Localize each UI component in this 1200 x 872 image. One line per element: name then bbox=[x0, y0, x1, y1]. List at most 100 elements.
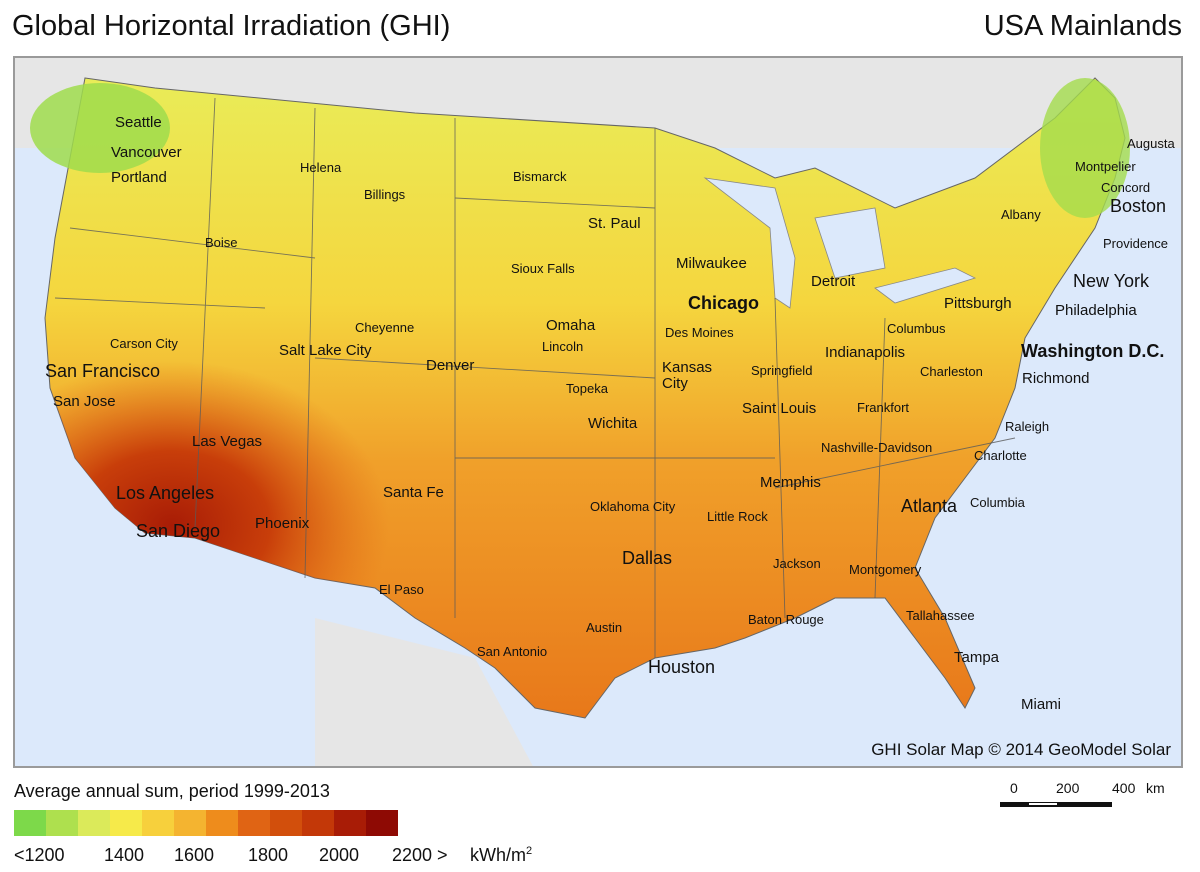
city-label: Austin bbox=[586, 620, 623, 635]
unit-label: kWh/m bbox=[470, 845, 526, 865]
city-label: Tallahassee bbox=[906, 608, 975, 623]
map-frame[interactable]: Seattle Vancouver Portland Helena Billings Bo… bbox=[13, 56, 1183, 768]
city-label: Philadelphia bbox=[1055, 302, 1137, 319]
city-label: City bbox=[662, 375, 688, 392]
city-label: Albany bbox=[1001, 207, 1041, 222]
city-label: Richmond bbox=[1022, 370, 1090, 387]
city-label: Montgomery bbox=[849, 562, 922, 577]
city-label: Boston bbox=[1110, 196, 1167, 216]
city-label: Memphis bbox=[760, 474, 821, 491]
city-label: El Paso bbox=[379, 582, 424, 597]
city-label: Denver bbox=[426, 357, 475, 374]
city-label: Bismarck bbox=[513, 169, 567, 184]
city-label: Boise bbox=[205, 235, 238, 250]
legend-swatch bbox=[174, 810, 206, 836]
city-label: Columbus bbox=[887, 321, 946, 336]
city-label: Wichita bbox=[588, 415, 638, 432]
city-label: Miami bbox=[1021, 696, 1061, 713]
city-label: Pittsburgh bbox=[944, 295, 1012, 312]
city-label: Salt Lake City bbox=[279, 342, 372, 359]
legend-tick: 1400 bbox=[104, 845, 145, 865]
city-label: Concord bbox=[1101, 180, 1151, 195]
legend-swatch bbox=[206, 810, 238, 836]
map-credit: GHI Solar Map © 2014 GeoModel Solar bbox=[871, 740, 1171, 759]
legend-swatch bbox=[270, 810, 302, 836]
legend-swatch bbox=[46, 810, 78, 836]
legend-swatch bbox=[142, 810, 174, 836]
city-label: Chicago bbox=[688, 293, 760, 313]
city-label: Atlanta bbox=[901, 496, 958, 516]
legend-tick-labels: <1200 1400 1600 1800 2000 2200 > bbox=[14, 845, 574, 867]
legend-swatch bbox=[334, 810, 366, 836]
city-label: San Diego bbox=[136, 521, 221, 541]
city-label: Dallas bbox=[622, 548, 673, 568]
map-title: Global Horizontal Irradiation (GHI) bbox=[12, 10, 451, 42]
legend-tick: 1600 bbox=[174, 845, 215, 865]
map-region-title: USA Mainlands bbox=[983, 10, 1182, 42]
city-label: Oklahoma City bbox=[590, 499, 676, 514]
unit-exponent: 2 bbox=[526, 845, 533, 857]
city-label: San Antonio bbox=[477, 644, 548, 659]
city-label: Augusta bbox=[1127, 136, 1175, 151]
city-label: Carson City bbox=[110, 336, 178, 351]
city-label: Raleigh bbox=[1005, 419, 1050, 434]
legend-unit: kWh/m2 bbox=[470, 845, 532, 866]
city-label: Houston bbox=[648, 657, 716, 677]
city-label: San Francisco bbox=[45, 361, 161, 381]
city-label: St. Paul bbox=[588, 215, 641, 232]
city-label: Helena bbox=[300, 160, 342, 175]
irradiation-map bbox=[15, 58, 1181, 766]
scale-bar-segment bbox=[1029, 803, 1057, 805]
legend-swatch bbox=[14, 810, 46, 836]
legend-swatch bbox=[366, 810, 398, 836]
city-label: Baton Rouge bbox=[748, 612, 824, 627]
scale-bar: 0 200 400 km bbox=[1000, 780, 1180, 820]
city-label: Santa Fe bbox=[383, 484, 444, 501]
city-label: Los Angeles bbox=[116, 483, 215, 503]
city-label: Cheyenne bbox=[355, 320, 415, 335]
legend-tick: 2000 bbox=[319, 845, 360, 865]
city-label: Milwaukee bbox=[676, 255, 747, 272]
city-label: Tampa bbox=[954, 649, 1000, 666]
city-label: Washington D.C. bbox=[1021, 341, 1165, 361]
legend-swatch bbox=[302, 810, 334, 836]
city-label: San Jose bbox=[53, 393, 116, 410]
city-label: Portland bbox=[111, 169, 167, 186]
city-label: Kansas bbox=[662, 359, 713, 376]
legend-tick: <1200 bbox=[14, 845, 65, 865]
city-label: Jackson bbox=[773, 556, 821, 571]
legend-tick: 1800 bbox=[248, 845, 289, 865]
scale-label: 0 bbox=[1010, 780, 1018, 796]
city-label: Nashville-Davidson bbox=[821, 440, 933, 455]
city-label: Topeka bbox=[566, 381, 608, 396]
city-label: Saint Louis bbox=[742, 400, 817, 417]
legend-color-bar bbox=[14, 810, 398, 836]
city-label: Vancouver bbox=[111, 144, 182, 161]
city-label: Seattle bbox=[115, 114, 162, 131]
city-label: Des Moines bbox=[665, 325, 734, 340]
city-label: Lincoln bbox=[542, 339, 584, 354]
legend-swatch bbox=[78, 810, 110, 836]
city-label: Providence bbox=[1103, 236, 1169, 251]
city-label: Springfield bbox=[751, 363, 813, 378]
city-label: Frankfort bbox=[857, 400, 910, 415]
city-label: Billings bbox=[364, 187, 406, 202]
city-label: Phoenix bbox=[255, 515, 310, 532]
city-label: Sioux Falls bbox=[511, 261, 575, 276]
legend-swatch bbox=[110, 810, 142, 836]
scale-label: 400 bbox=[1112, 780, 1136, 796]
city-label: Indianapolis bbox=[825, 344, 906, 361]
scale-label: 200 bbox=[1056, 780, 1080, 796]
city-label: Las Vegas bbox=[192, 433, 263, 450]
city-label: Omaha bbox=[546, 317, 596, 334]
city-label: New York bbox=[1073, 271, 1150, 291]
city-label: Detroit bbox=[811, 273, 856, 290]
legend-title: Average annual sum, period 1999-2013 bbox=[14, 781, 330, 801]
legend-swatch bbox=[238, 810, 270, 836]
city-label: Charlotte bbox=[974, 448, 1027, 463]
scale-label: km bbox=[1146, 780, 1165, 796]
legend-tick: 2200 > bbox=[392, 845, 448, 865]
city-label: Little Rock bbox=[707, 509, 768, 524]
city-label: Columbia bbox=[970, 495, 1025, 510]
city-label: Montpelier bbox=[1075, 159, 1136, 174]
